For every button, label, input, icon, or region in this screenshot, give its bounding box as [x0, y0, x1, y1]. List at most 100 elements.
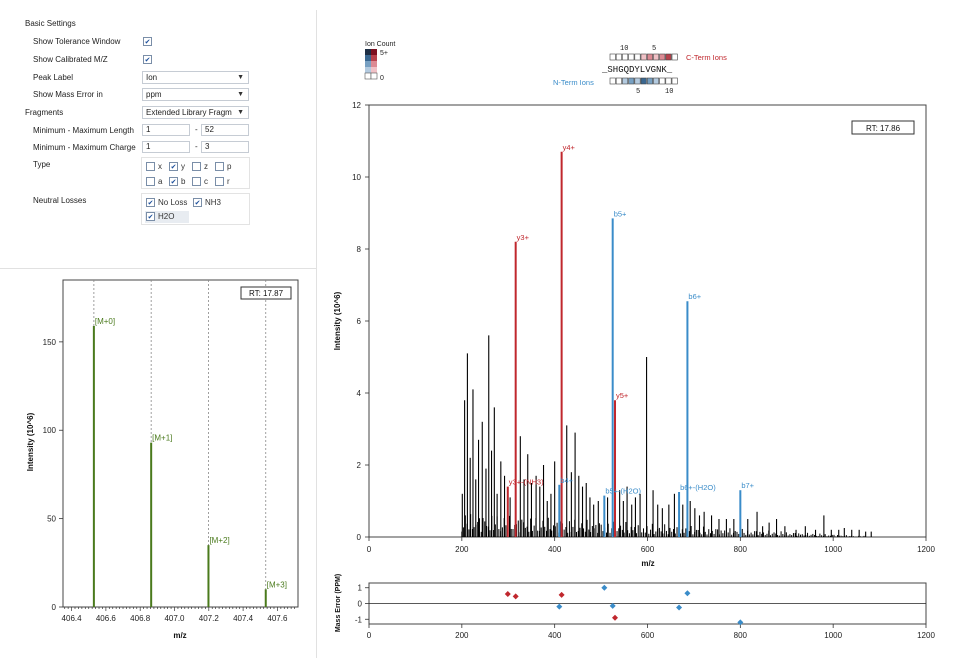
cterm-coverage-box: [640, 53, 647, 61]
spectrum-x-tick-label: 800: [734, 545, 748, 554]
ion-count-swatch: [365, 55, 371, 61]
spectrum-rt-box: [851, 120, 915, 135]
type-x-label: x: [158, 162, 162, 171]
type-r-checkbox[interactable]: [215, 177, 224, 186]
spectrum-axes: 0 200 400 600 800 1000 1200 0 2 4 6 8 10 12: [352, 101, 935, 554]
isotope-y-tick-label: 150: [43, 338, 57, 347]
nterm-coverage-box: [671, 77, 678, 85]
no-loss-label: No Loss: [158, 198, 188, 207]
ion-type-group: x y z p a b c r: [141, 157, 250, 189]
spectrum-y-tick-label: 8: [357, 245, 362, 254]
mass-error-x-tick-label: 0: [367, 631, 372, 640]
horizontal-splitter[interactable]: [0, 268, 316, 269]
mass-error-point: [737, 619, 744, 626]
vertical-splitter[interactable]: [316, 10, 317, 658]
settings-panel: Basic Settings Show Tolerance Window Sho…: [0, 0, 316, 268]
neutral-losses-label: Neutral Losses: [33, 196, 87, 205]
calibrated-label: Show Calibrated M/Z: [33, 55, 108, 64]
nterm-tick-10: 10: [665, 88, 673, 96]
mass-error-select[interactable]: ppm ▼: [142, 88, 249, 101]
ion-count-swatch: [365, 67, 371, 73]
charge-label: Minimum - Maximum Charge: [33, 143, 136, 152]
spectrum-panel: Ion Count 5+ 0 10 5 C-Term Ions _SHGQDYL…: [333, 41, 936, 640]
mass-error-y-tick-label: 0: [358, 600, 363, 609]
type-p-label: p: [227, 162, 232, 171]
type-r-label: r: [227, 177, 230, 186]
type-b-checkbox[interactable]: [169, 177, 178, 186]
mass-error-x-tick-label: 600: [641, 631, 655, 640]
mass-error-y-axis-label: Mass Error (PPM): [335, 574, 342, 632]
calibrated-checkbox[interactable]: [143, 55, 152, 64]
nterm-coverage-box: [665, 77, 672, 85]
ion-count-swatch: [364, 72, 372, 80]
nh3-checkbox[interactable]: [193, 198, 202, 207]
fragments-select[interactable]: Extended Library Fragm ▼: [142, 106, 249, 119]
spectrum-x-axis-label: m/z: [641, 559, 654, 568]
length-label: Minimum - Maximum Length: [33, 126, 134, 135]
nterm-coverage-boxes: [609, 77, 678, 85]
spectrum-ion-label: b7+: [741, 481, 754, 490]
mass-error-value: ppm: [146, 90, 162, 99]
spectrum-annotated-peaks: y3+ y4+ y5+ y3+-(NH3) b4+ b5+ b6+ b5+-(H2O) b6+-…: [506, 143, 755, 537]
mass-error-point: [504, 591, 511, 598]
fragments-value: Extended Library Fragm: [146, 108, 232, 117]
ion-count-bottom: 0: [380, 75, 384, 82]
charge-max-input[interactable]: 3: [201, 141, 249, 153]
spectrum-ion-label: y4+: [563, 143, 576, 152]
mass-error-point: [676, 604, 683, 611]
peak-label-value: Ion: [146, 73, 158, 82]
spectrum-x-tick-label: 200: [455, 545, 469, 554]
type-y-label: y: [181, 162, 185, 171]
isotope-plot: [M+0] [M+1] [M+2] [M+3] 406.4 406.6 406.8 407.…: [26, 279, 299, 640]
isotope-peak-label: [M+1]: [152, 434, 172, 443]
length-min-input[interactable]: 1: [142, 124, 190, 136]
type-y-checkbox[interactable]: [169, 162, 178, 171]
no-loss-checkbox[interactable]: [146, 198, 155, 207]
isotope-y-tick-label: 0: [52, 603, 57, 612]
type-p-checkbox[interactable]: [215, 162, 224, 171]
nterm-tick-5: 5: [636, 88, 640, 96]
spectrum-y-tick-label: 6: [357, 317, 362, 326]
mass-error-axes: 0 200 400 600 800 1000 1200 -1 0 1: [355, 584, 936, 640]
spectrum-ion-label: y5+: [616, 391, 629, 400]
h2o-checkbox[interactable]: [146, 212, 155, 221]
ion-count-title: Ion Count: [365, 41, 395, 48]
isotope-y-tick-label: 50: [47, 515, 56, 524]
spectrum-x-tick-label: 1200: [917, 545, 935, 554]
h2o-option[interactable]: H2O: [145, 211, 189, 223]
type-a-label: a: [158, 177, 163, 186]
type-x-checkbox[interactable]: [146, 162, 155, 171]
cterm-tick-10: 10: [620, 45, 628, 53]
spectrum-ion-label: b5+-(H2O): [605, 487, 641, 496]
cterm-coverage-box: [609, 53, 616, 61]
nterm-coverage-box: [653, 77, 660, 85]
type-c-checkbox[interactable]: [192, 177, 201, 186]
peptide-sequence: _SHGQDYLVGNK_: [601, 65, 673, 75]
nterm-coverage-box: [646, 77, 653, 85]
spectrum-y-tick-label: 10: [352, 173, 361, 182]
nterm-coverage-box: [622, 77, 629, 85]
fragments-label: Fragments: [25, 108, 64, 117]
mass-error-x-tick-label: 800: [734, 631, 748, 640]
charge-min-input[interactable]: 1: [142, 141, 190, 153]
tolerance-checkbox[interactable]: [143, 37, 152, 46]
spectrum-x-tick-label: 0: [367, 545, 372, 554]
isotope-x-tick-label: 406.6: [96, 614, 117, 623]
mass-error-point: [612, 614, 619, 621]
type-z-checkbox[interactable]: [192, 162, 201, 171]
isotope-y-tick-label: 100: [43, 426, 57, 435]
spectrum-x-tick-label: 400: [548, 545, 562, 554]
nh3-label: NH3: [205, 198, 222, 207]
ion-count-swatch: [370, 72, 378, 80]
nterm-coverage-box: [634, 77, 641, 85]
nterm-label: N-Term Ions: [553, 78, 594, 87]
charge-separator: -: [195, 142, 198, 151]
type-a-checkbox[interactable]: [146, 177, 155, 186]
cterm-tick-5: 5: [652, 45, 656, 53]
nterm-coverage-box: [628, 77, 635, 85]
type-label: Type: [33, 160, 51, 169]
nterm-coverage-box: [609, 77, 616, 85]
length-max-input[interactable]: 52: [201, 124, 249, 136]
peak-label-select[interactable]: Ion ▼: [142, 71, 249, 84]
spectrum-x-tick-label: 1000: [824, 545, 842, 554]
